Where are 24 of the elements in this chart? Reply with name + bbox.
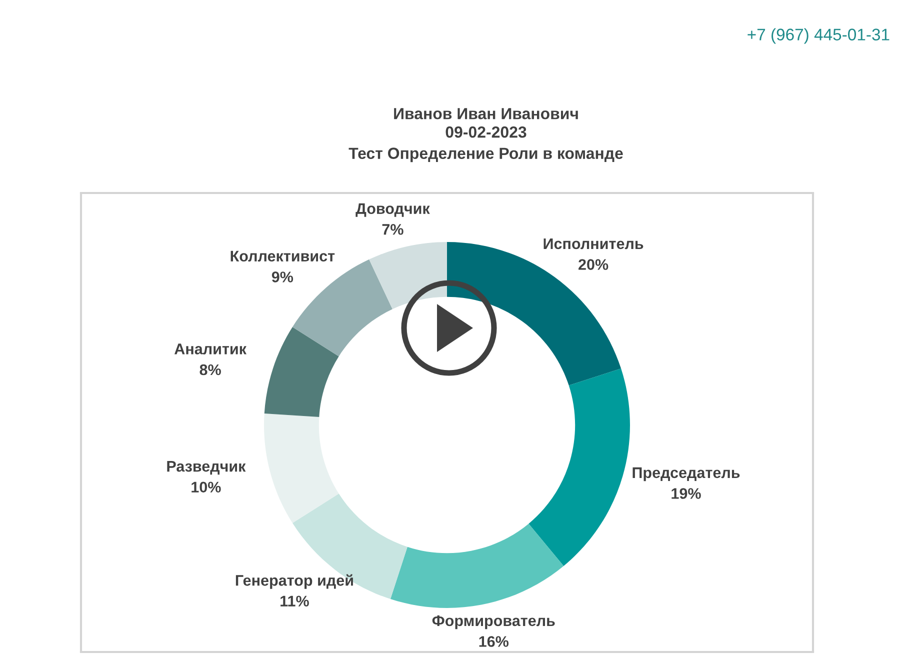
data-label: 10% [192, 482, 221, 493]
slice-label: Доводчик [356, 203, 430, 217]
chart-subtitle: 09-02-2023 Тест Определение Роли в команде [348, 126, 623, 162]
donut-slice [390, 524, 564, 608]
slice-label: Формирователь [432, 615, 555, 630]
donut-slice [369, 242, 447, 310]
data-label: 16% [479, 636, 509, 647]
text: +7 (967) 445-01-31 [748, 28, 890, 44]
slice-label: Разведчик [167, 461, 246, 475]
data-label: 7% [382, 224, 404, 235]
chart-title: Иванов Иван Иванович [394, 108, 578, 120]
data-label: 20% [578, 259, 608, 270]
data-label: 11% [280, 596, 309, 606]
slice-label: Председатель [632, 467, 740, 482]
donut-slice [264, 414, 339, 524]
slice-label: Генератор идей [236, 574, 353, 589]
slice-label: Исполнитель [544, 238, 644, 250]
slice-label: Аналитик [174, 344, 246, 354]
donut-slice [528, 368, 630, 566]
donut-slice [264, 326, 339, 417]
data-label: 9% [272, 272, 294, 282]
slice-label: Коллективист [230, 250, 335, 262]
data-label: 8% [200, 364, 221, 376]
data-label: 19% [672, 488, 701, 499]
